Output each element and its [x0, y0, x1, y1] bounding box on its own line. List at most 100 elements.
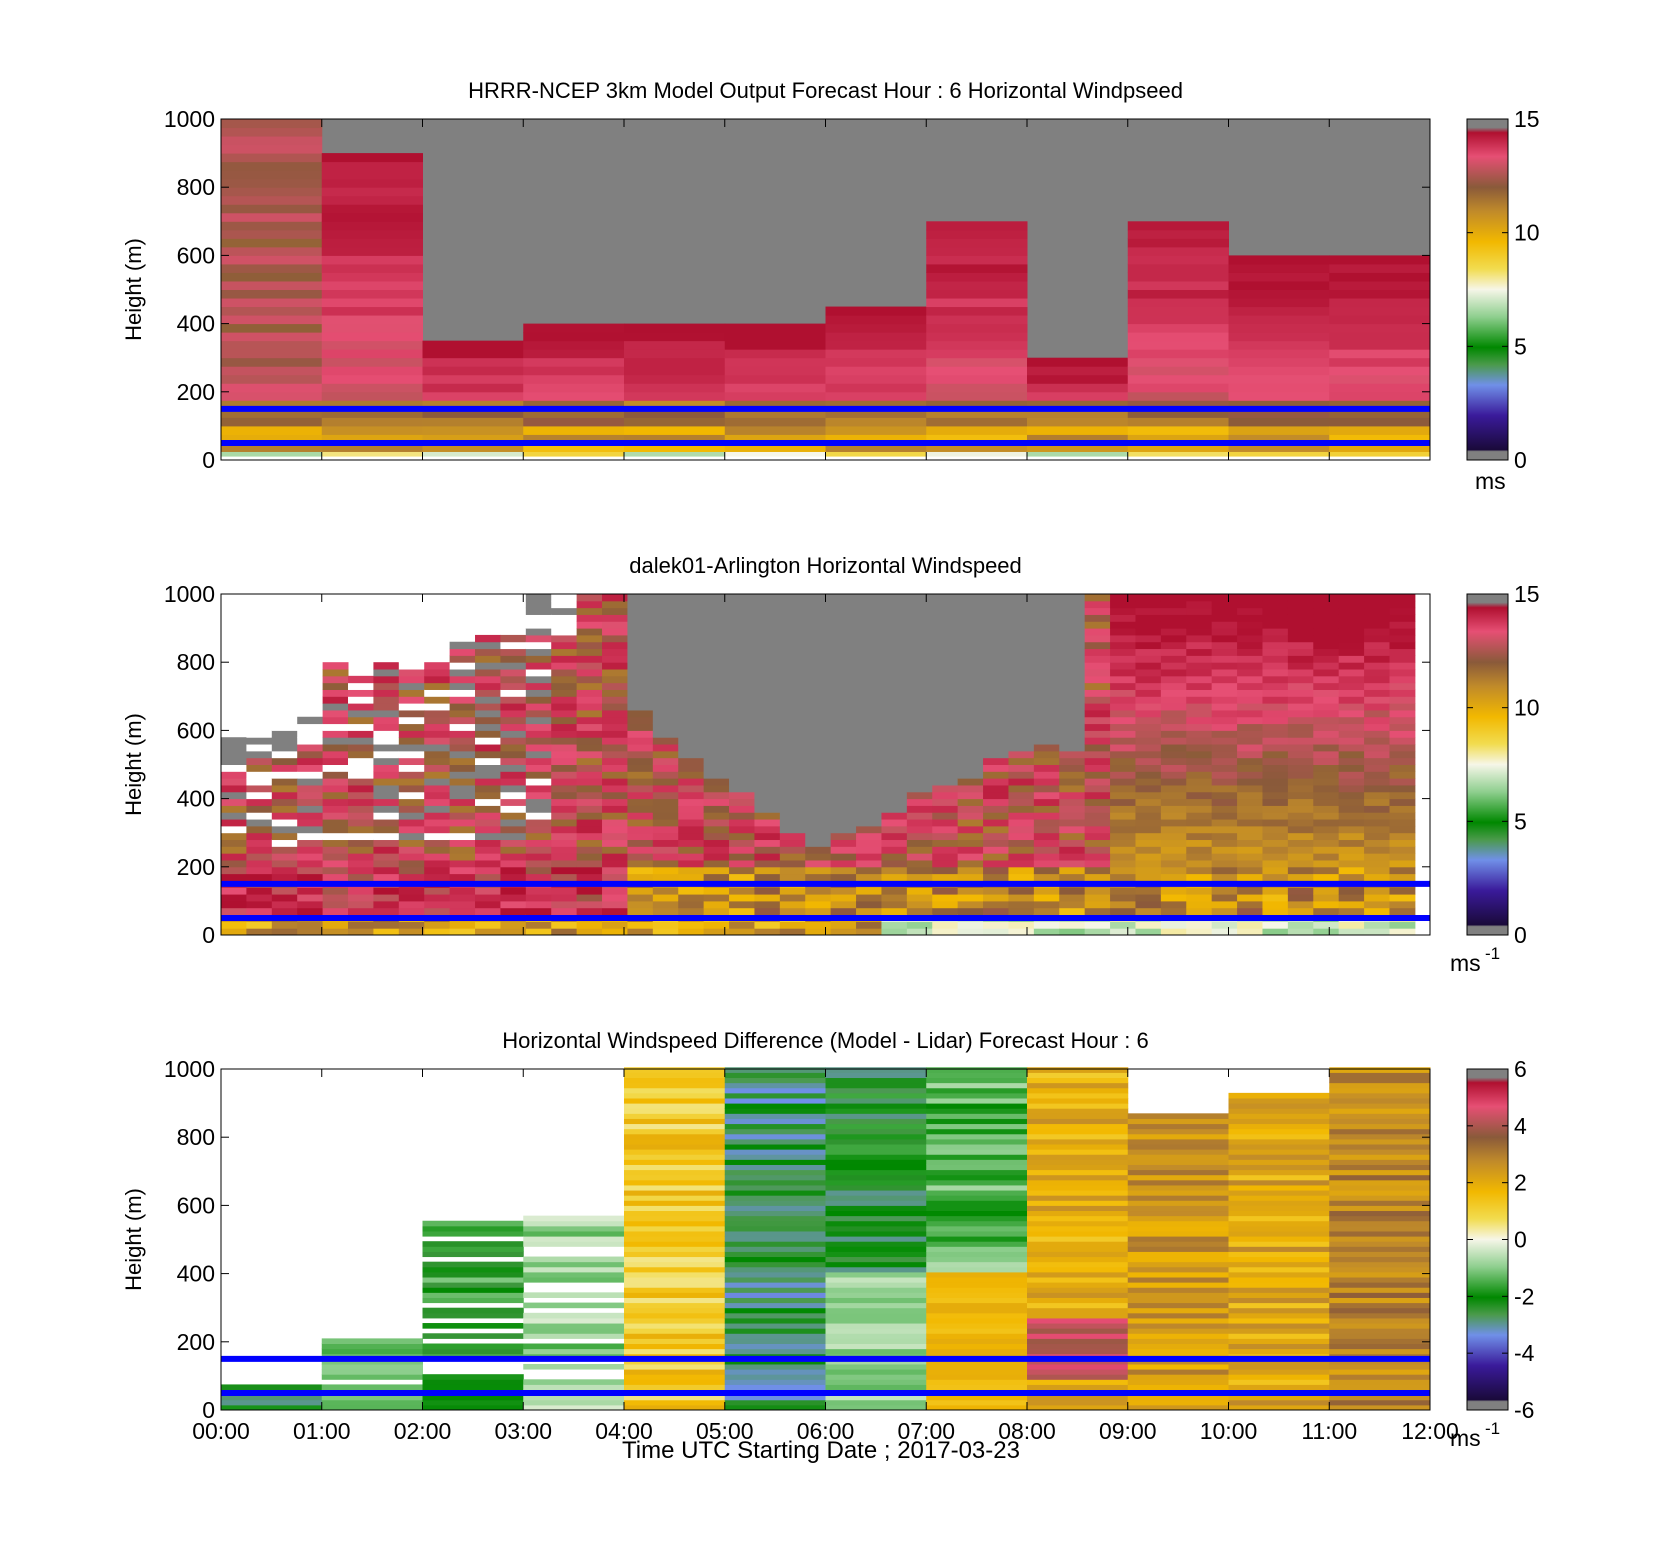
heatmap-cell: [932, 648, 959, 656]
heatmap-cell: [703, 648, 730, 656]
heatmap-cell: [246, 744, 273, 752]
heatmap-cell: [525, 825, 552, 834]
heatmap-cell: [1228, 1179, 1330, 1186]
heatmap-cell: [1059, 832, 1086, 841]
heatmap-cell: [624, 1128, 726, 1135]
heatmap-cell: [957, 846, 984, 854]
heatmap-cell: [348, 873, 374, 881]
heatmap-cell: [1313, 709, 1340, 718]
heatmap-cell: [703, 921, 730, 929]
heatmap-cell: [856, 669, 882, 677]
heatmap-cell: [729, 634, 755, 643]
colorbar-tick-label: 6: [1514, 1056, 1527, 1082]
heatmap-cell: [1033, 894, 1060, 902]
heatmap-cell: [348, 819, 374, 827]
heatmap-cell: [1338, 832, 1365, 841]
heatmap-cell: [652, 921, 679, 929]
heatmap-cell: [500, 866, 527, 875]
heatmap-cell: [1027, 1399, 1129, 1406]
heatmap-cell: [1313, 778, 1340, 786]
heatmap-cell: [1127, 1113, 1229, 1119]
heatmap-cell: [724, 1113, 826, 1119]
heatmap-cell: [424, 839, 451, 847]
heatmap-cell: [424, 744, 451, 752]
heatmap-cell: [246, 846, 273, 854]
heatmap-cell: [1008, 655, 1035, 663]
heatmap-cell: [1329, 263, 1431, 273]
heatmap-cell: [983, 641, 1009, 650]
heatmap-cell: [724, 1144, 826, 1150]
heatmap-cell: [424, 859, 451, 868]
heatmap-cell: [1160, 798, 1187, 806]
heatmap-cell: [957, 873, 984, 881]
heatmap-cell: [500, 634, 527, 643]
heatmap-cell: [424, 757, 451, 765]
heatmap-cell: [1364, 750, 1390, 759]
heatmap-cell: [881, 737, 908, 745]
heatmap-cell: [602, 757, 628, 765]
heatmap-cell: [1186, 703, 1213, 711]
heatmap-cell: [1135, 784, 1162, 793]
heatmap-cell: [1110, 709, 1136, 718]
heatmap-cell: [1211, 669, 1238, 677]
heatmap-cell: [551, 873, 578, 881]
heatmap-cell: [1186, 778, 1213, 786]
heatmap-cell: [246, 771, 273, 779]
heatmap-cell: [1211, 757, 1238, 765]
heatmap-cell: [1329, 1323, 1431, 1329]
heatmap-cell: [627, 771, 654, 779]
heatmap-cell: [373, 737, 400, 745]
heatmap-cell: [983, 655, 1009, 663]
heatmap-cell: [221, 1399, 323, 1406]
heatmap-cell: [221, 119, 323, 129]
heatmap-cell: [881, 771, 908, 779]
heatmap-cell: [1228, 1348, 1330, 1355]
heatmap-cell: [1008, 669, 1035, 677]
heatmap-cell: [805, 819, 832, 827]
heatmap-cell: [926, 408, 1028, 418]
heatmap-cell: [1364, 866, 1390, 875]
heatmap-cell: [624, 1302, 726, 1309]
heatmap-cell: [1389, 628, 1416, 636]
heatmap-cell: [932, 600, 959, 609]
heatmap-cell: [523, 1323, 625, 1329]
heatmap-cell: [1008, 805, 1035, 813]
heatmap-cell: [1008, 757, 1035, 765]
y-tick-label: 400: [177, 311, 215, 337]
heatmap-cell: [1033, 907, 1060, 916]
heatmap-cell: [1033, 921, 1060, 929]
heatmap-cell: [703, 641, 730, 650]
heatmap-cell: [957, 682, 984, 690]
heatmap-cell: [624, 1384, 726, 1391]
heatmap-cell: [523, 1292, 625, 1298]
heatmap-cell: [297, 716, 324, 725]
heatmap-cell: [523, 357, 625, 367]
heatmap-cell: [602, 839, 628, 847]
heatmap-cell: [624, 1399, 726, 1406]
heatmap-cell: [221, 853, 247, 861]
heatmap-cell: [297, 798, 324, 806]
heatmap-cell: [221, 791, 247, 800]
heatmap-cell: [449, 784, 476, 793]
y-tick-label: 0: [202, 1397, 215, 1423]
heatmap-cell: [1389, 757, 1416, 765]
y-tick-label: 600: [177, 1192, 215, 1218]
heatmap-cell: [624, 1328, 726, 1334]
heatmap-cell: [926, 298, 1028, 308]
heatmap-cell: [1135, 641, 1162, 650]
heatmap-cell: [322, 682, 349, 690]
heatmap-cell: [856, 819, 882, 827]
heatmap-cell: [1186, 873, 1213, 881]
heatmap-cell: [422, 1261, 524, 1268]
heatmap-cell: [449, 723, 476, 731]
heatmap-cell: [525, 594, 552, 602]
heatmap-cell: [926, 366, 1028, 376]
heatmap-cell: [1160, 812, 1187, 820]
heatmap-cell: [1135, 621, 1162, 629]
colorbar-tick-label: 5: [1514, 808, 1527, 834]
heatmap-cell: [881, 594, 908, 602]
heatmap-cell: [576, 675, 603, 684]
heatmap-cell: [906, 614, 933, 622]
heatmap-cell: [1110, 716, 1136, 725]
heatmap-cell: [1228, 323, 1330, 333]
